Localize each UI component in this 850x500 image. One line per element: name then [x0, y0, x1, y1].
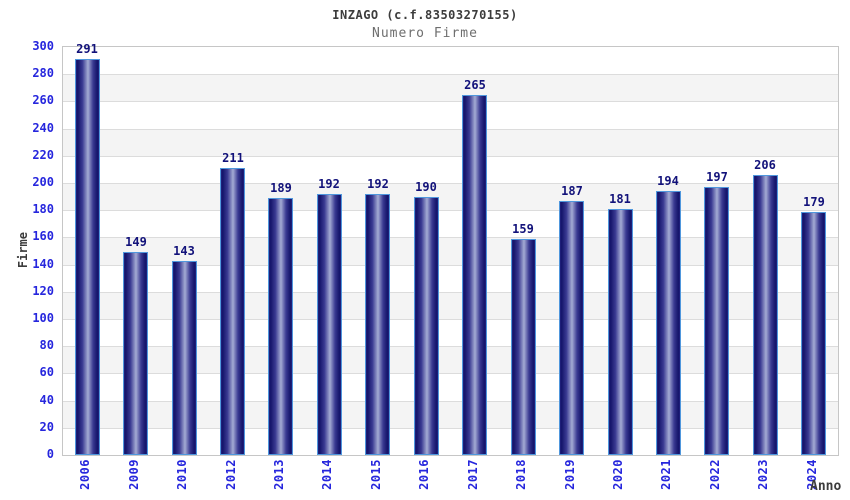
- gridline: [63, 373, 838, 375]
- y-tick-label: 120: [32, 284, 54, 298]
- x-axis-label: Anno: [810, 479, 842, 494]
- y-tick-label: 160: [32, 229, 54, 243]
- bar: [123, 252, 148, 455]
- gridline: [63, 346, 838, 348]
- x-tick-label: 2014: [320, 459, 334, 490]
- bar-value-label: 179: [803, 195, 825, 209]
- grid-band: [63, 47, 838, 74]
- gridline: [63, 400, 838, 402]
- bar: [365, 194, 390, 455]
- bar: [511, 239, 536, 455]
- bar-value-label: 192: [318, 177, 340, 191]
- gridline: [63, 264, 838, 266]
- y-tick-label: 80: [39, 338, 54, 352]
- gridline: [63, 128, 838, 130]
- x-tick-label: 2009: [127, 459, 141, 490]
- gridline: [63, 101, 838, 103]
- gridline: [63, 155, 838, 157]
- x-tick-label: 2015: [369, 459, 383, 490]
- bar-value-label: 197: [706, 170, 728, 184]
- y-tick-label: 100: [32, 311, 54, 325]
- y-tick-label: 0: [46, 447, 54, 461]
- bar: [753, 175, 778, 455]
- x-tick-label: 2019: [563, 459, 577, 490]
- bar: [317, 194, 342, 455]
- gridline: [63, 183, 838, 184]
- bar: [414, 197, 439, 455]
- bar-value-label: 206: [754, 158, 776, 172]
- x-tick-label: 2018: [514, 459, 528, 490]
- bar: [608, 209, 633, 455]
- x-tick-label: 2017: [466, 459, 480, 490]
- y-tick-label: 300: [32, 39, 54, 53]
- bar: [704, 187, 729, 455]
- y-tick-label: 260: [32, 93, 54, 107]
- bar-value-label: 189: [270, 181, 292, 195]
- bar: [801, 212, 826, 455]
- bar-value-label: 194: [657, 174, 679, 188]
- y-tick-label: 20: [39, 420, 54, 434]
- x-tick-label: 2023: [756, 459, 770, 490]
- plot-area: 291 149 143 211 189 192 192 190 265 159 187 181 194 1…: [62, 42, 839, 456]
- x-tick-label: 2006: [78, 459, 92, 490]
- chart-subtitle: Numero Firme: [372, 26, 478, 41]
- x-tick-label: 2021: [659, 459, 673, 490]
- y-tick-label: 140: [32, 257, 54, 271]
- x-tick-label: 2016: [417, 459, 431, 490]
- y-tick-label: 200: [32, 175, 54, 189]
- x-tick-label: 2020: [611, 459, 625, 490]
- x-tick-label: 2010: [175, 459, 189, 490]
- bar-value-label: 159: [512, 222, 534, 236]
- x-tick-label: 2022: [708, 459, 722, 490]
- bar-value-label: 187: [561, 184, 583, 198]
- bar: [559, 201, 584, 455]
- x-tick-label: 2013: [272, 459, 286, 490]
- grid-band: [63, 74, 838, 102]
- gridline: [63, 427, 838, 429]
- gridline: [63, 210, 838, 212]
- bar: [462, 95, 487, 455]
- bar: [75, 59, 100, 455]
- bar-value-label: 181: [609, 192, 631, 206]
- grid-band: [63, 128, 838, 156]
- y-tick-label: 240: [32, 121, 54, 135]
- y-tick-label: 40: [39, 393, 54, 407]
- x-tick-label: 2012: [224, 459, 238, 490]
- y-tick-label: 60: [39, 365, 54, 379]
- bar-value-label: 190: [415, 180, 437, 194]
- bar-value-label: 265: [464, 78, 486, 92]
- bar: [268, 198, 293, 455]
- bar-value-label: 149: [125, 235, 147, 249]
- gridline: [63, 74, 838, 76]
- bar-value-label: 211: [222, 151, 244, 165]
- y-tick-label: 180: [32, 202, 54, 216]
- bar-value-label: 291: [76, 42, 98, 56]
- bar-value-label: 192: [367, 177, 389, 191]
- grid-band: [63, 101, 838, 128]
- gridline: [63, 319, 838, 320]
- bar-value-label: 143: [173, 244, 195, 258]
- gridline: [63, 237, 838, 239]
- gridline: [63, 291, 838, 293]
- bar: [656, 191, 681, 455]
- bar: [220, 168, 245, 455]
- y-tick-label: 220: [32, 148, 54, 162]
- y-tick-label: 280: [32, 66, 54, 80]
- chart-title: INZAGO (c.f.83503270155): [332, 8, 518, 22]
- bar: [172, 261, 197, 455]
